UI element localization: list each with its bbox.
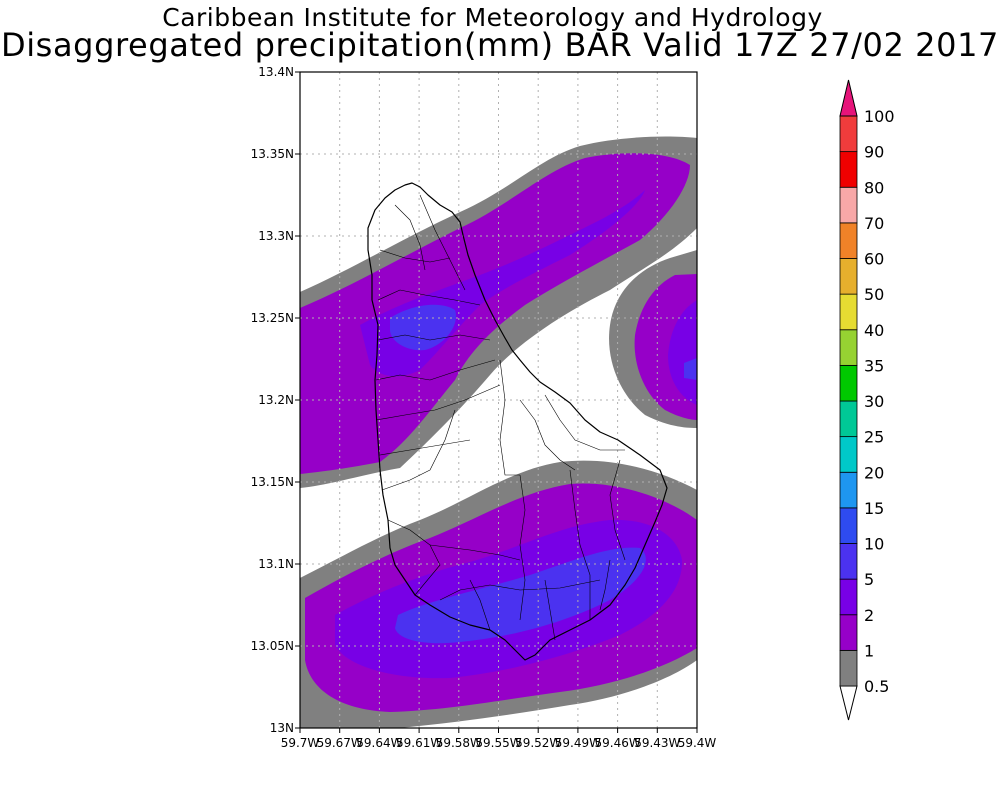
lat-tick-label: 13.2N bbox=[258, 393, 294, 407]
lat-lon-grid bbox=[300, 72, 697, 728]
lat-tick-label: 13.25N bbox=[251, 311, 294, 325]
colorbar-segment bbox=[839, 186, 858, 224]
colorbar-segment bbox=[839, 649, 858, 687]
island-outline bbox=[367, 182, 668, 661]
lat-tick-label: 13.05N bbox=[251, 639, 294, 653]
colorbar-segment bbox=[839, 507, 858, 544]
lon-tick-label: 59.61W bbox=[396, 736, 442, 750]
colorbar-segment bbox=[839, 258, 858, 295]
colorbar-label: 2 bbox=[864, 606, 874, 625]
colorbar-label: 20 bbox=[864, 463, 884, 482]
colorbar-segment bbox=[839, 364, 858, 402]
precip-field bbox=[300, 136, 697, 728]
precip-south-5 bbox=[395, 547, 646, 644]
lat-tick-label: 13.3N bbox=[258, 229, 294, 243]
colorbar-label: 30 bbox=[864, 392, 884, 411]
colorbar-label: 40 bbox=[864, 321, 884, 340]
colorbar-segment bbox=[839, 151, 858, 188]
colorbar-label: 70 bbox=[864, 214, 884, 233]
colorbar-segment bbox=[839, 400, 858, 438]
map-product-title: Disaggregated precipitation(mm) BAR Vali… bbox=[0, 26, 1000, 64]
lat-tick-label: 13.1N bbox=[258, 557, 294, 571]
colorbar-label: 90 bbox=[864, 143, 884, 162]
lon-tick-label: 59.55W bbox=[475, 736, 521, 750]
colorbar-label: 0.5 bbox=[864, 677, 889, 696]
colorbar-label: 50 bbox=[864, 285, 884, 304]
colorbar-segment bbox=[839, 222, 858, 259]
colorbar-label: 25 bbox=[864, 428, 884, 447]
lon-tick-label: 59.64W bbox=[356, 736, 402, 750]
colorbar-label: 1 bbox=[864, 641, 874, 660]
colorbar-label: 60 bbox=[864, 250, 884, 269]
colorbar-below-triangle bbox=[839, 685, 858, 721]
colorbar-segment bbox=[839, 471, 858, 509]
colorbar-label: 10 bbox=[864, 535, 884, 554]
lon-tick-label: 59.67W bbox=[317, 736, 363, 750]
lon-tick-label: 59.43W bbox=[634, 736, 680, 750]
lat-tick-label: 13N bbox=[270, 721, 294, 735]
lon-tick-label: 59.46W bbox=[594, 736, 640, 750]
lon-tick-label: 59.7W bbox=[281, 736, 320, 750]
colorbar-segment bbox=[839, 293, 858, 331]
lon-tick-label: 59.49W bbox=[555, 736, 601, 750]
lat-tick-label: 13.4N bbox=[258, 65, 294, 79]
colorbar-label: 35 bbox=[864, 356, 884, 375]
colorbar-segment bbox=[839, 115, 858, 153]
colorbar-segment bbox=[839, 329, 858, 366]
colorbar-label: 15 bbox=[864, 499, 884, 518]
colorbar-segment bbox=[839, 614, 858, 651]
colorbar-label: 5 bbox=[864, 570, 874, 589]
lon-tick-label: 59.52W bbox=[515, 736, 561, 750]
precip-north-5 bbox=[390, 304, 456, 351]
lat-tick-label: 13.15N bbox=[251, 475, 294, 489]
latitude-axis: 13N 13.05N 13.1N 13.15N 13.2N 13.25N 13.3N 13.3… bbox=[251, 65, 300, 735]
map-institute-title: Caribbean Institute for Meteorology and … bbox=[162, 3, 823, 32]
colorbar-segment bbox=[839, 543, 858, 580]
lon-tick-label: 59.58W bbox=[436, 736, 482, 750]
colorbar-label: 80 bbox=[864, 178, 884, 197]
colorbar-segment bbox=[839, 578, 858, 616]
colorbar-above-triangle bbox=[839, 79, 858, 117]
colorbar-segment bbox=[839, 436, 858, 473]
longitude-axis: 59.7W59.67W59.64W59.61W59.58W59.55W59.52… bbox=[281, 728, 717, 750]
precip-east-5 bbox=[684, 358, 697, 380]
colorbar-label: 100 bbox=[864, 107, 895, 126]
lon-tick-label: 59.4W bbox=[678, 736, 717, 750]
lat-tick-label: 13.35N bbox=[251, 147, 294, 161]
